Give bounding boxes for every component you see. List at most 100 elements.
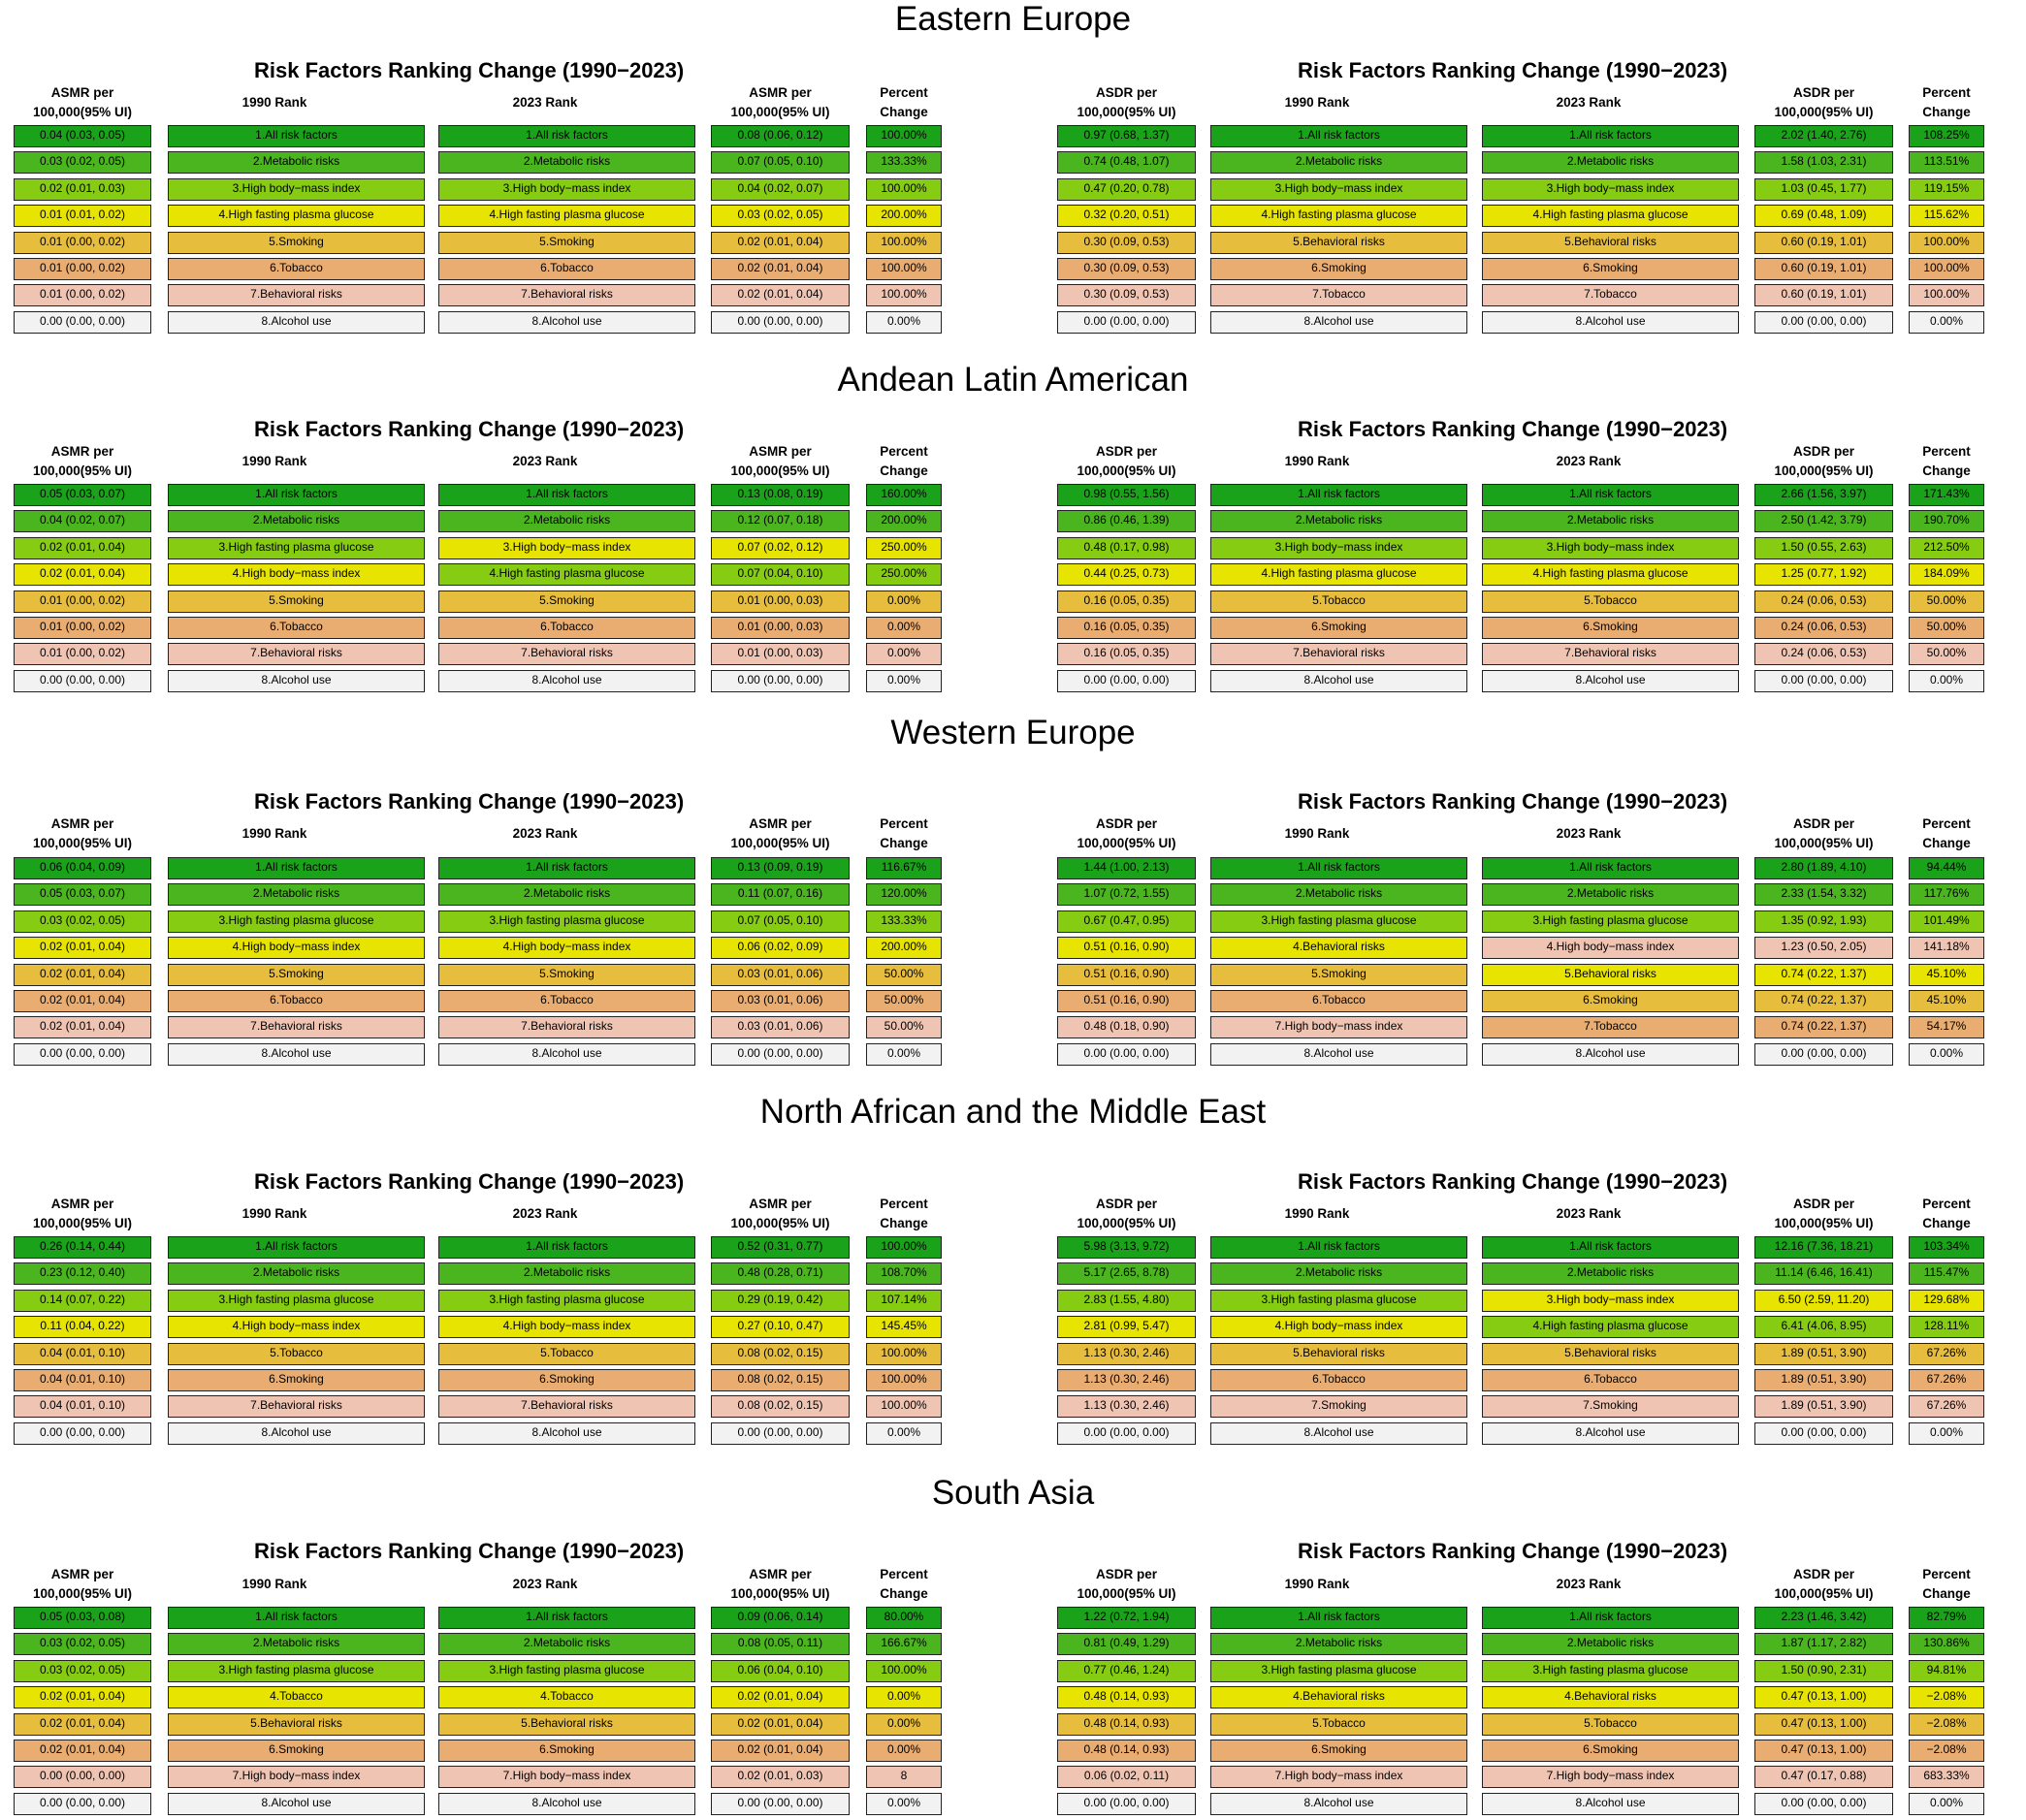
- column-header: 2023 Rank: [1556, 454, 1622, 468]
- rank-2023-cell: 4.High body−mass index: [438, 937, 695, 960]
- asmr-2023-cell: 0.01 (0.00, 0.03): [711, 643, 850, 666]
- rank-1990-cell: 2.Metabolic risks: [168, 1633, 425, 1656]
- rank-1990-cell: 6.Tobacco: [168, 258, 425, 280]
- asmr-2023-cell: 6.50 (2.59, 11.20): [1754, 1289, 1893, 1312]
- asmr-1990-cell: 0.00 (0.00, 0.00): [1057, 310, 1196, 334]
- rank-1990-cell: 6.Smoking: [168, 1740, 425, 1762]
- asmr-1990-cell: 0.02 (0.01, 0.04): [14, 1712, 151, 1736]
- rank-2023-cell: 8.Alcohol use: [438, 1042, 695, 1066]
- rank-2023-cell: 6.Smoking: [1482, 258, 1739, 280]
- asmr-2023-cell: 0.06 (0.02, 0.09): [711, 937, 850, 960]
- rank-1990-cell: 7.Behavioral risks: [168, 284, 425, 307]
- asmr-1990-cell: 0.03 (0.02, 0.05): [14, 1659, 151, 1682]
- column-header: ASDR per 100,000(95% UI): [1077, 1567, 1176, 1601]
- region-title: South Asia: [931, 1474, 1095, 1512]
- asmr-1990-cell: 0.04 (0.01, 0.10): [14, 1342, 151, 1365]
- percent-change-cell: 145.45%: [866, 1316, 942, 1339]
- asmr-2023-cell: 0.08 (0.02, 0.15): [711, 1395, 850, 1419]
- rank-2023-cell: 2.Metabolic risks: [1482, 510, 1739, 533]
- rank-1990-cell: 8.Alcohol use: [168, 310, 425, 334]
- panel-title: Risk Factors Ranking Change (1990−2023): [1298, 789, 1728, 814]
- percent-change-cell: 67.26%: [1909, 1369, 1984, 1391]
- asmr-2023-cell: 0.08 (0.02, 0.15): [711, 1369, 850, 1391]
- percent-change-cell: 100.00%: [866, 284, 942, 307]
- rank-2023-cell: 8.Alcohol use: [438, 1792, 695, 1815]
- asmr-1990-cell: 0.00 (0.00, 0.00): [1057, 1421, 1196, 1445]
- rank-1990-cell: 7.Behavioral risks: [168, 1016, 425, 1039]
- asmr-1990-cell: 0.02 (0.01, 0.03): [14, 177, 151, 201]
- asmr-1990-cell: 0.30 (0.09, 0.53): [1057, 258, 1196, 280]
- percent-change-cell: 115.47%: [1909, 1262, 1984, 1286]
- rank-2023-cell: 1.All risk factors: [438, 1607, 695, 1629]
- rank-1990-cell: 2.Metabolic risks: [1210, 883, 1467, 907]
- asmr-1990-cell: 0.01 (0.00, 0.02): [14, 590, 151, 613]
- asmr-2023-cell: 12.16 (7.36, 18.21): [1754, 1236, 1893, 1259]
- asmr-2023-cell: 0.74 (0.22, 1.37): [1754, 1016, 1893, 1039]
- asmr-2023-cell: 0.02 (0.01, 0.04): [711, 1740, 850, 1762]
- percent-change-cell: 212.50%: [1909, 536, 1984, 559]
- asmr-1990-cell: 0.00 (0.00, 0.00): [14, 1792, 151, 1815]
- rank-2023-cell: 6.Tobacco: [438, 258, 695, 280]
- rank-1990-cell: 5.Smoking: [1210, 963, 1467, 986]
- rank-1990-cell: 8.Alcohol use: [1210, 310, 1467, 334]
- percent-change-cell: 0.00%: [1909, 1792, 1984, 1815]
- column-header: ASDR per 100,000(95% UI): [1774, 85, 1874, 119]
- column-header: 1990 Rank: [1284, 1577, 1350, 1591]
- asmr-2023-cell: 0.03 (0.01, 0.06): [711, 963, 850, 986]
- rank-2023-cell: 7.Smoking: [1482, 1395, 1739, 1419]
- rank-1990-cell: 4.High body−mass index: [168, 937, 425, 960]
- rank-2023-cell: 3.High body−mass index: [438, 177, 695, 201]
- rank-2023-cell: 5.Behavioral risks: [438, 1712, 695, 1736]
- rank-2023-cell: 8.Alcohol use: [438, 669, 695, 692]
- asmr-2023-cell: 1.50 (0.90, 2.31): [1754, 1659, 1893, 1682]
- region-title: North African and the Middle East: [759, 1093, 1267, 1131]
- rank-1990-cell: 1.All risk factors: [1210, 857, 1467, 879]
- rank-2023-cell: 6.Smoking: [1482, 990, 1739, 1012]
- rank-1990-cell: 2.Metabolic risks: [168, 883, 425, 907]
- asmr-2023-cell: 1.50 (0.55, 2.63): [1754, 536, 1893, 559]
- percent-change-cell: 94.44%: [1909, 857, 1984, 879]
- asmr-2023-cell: 1.89 (0.51, 3.90): [1754, 1395, 1893, 1419]
- panel-title: Risk Factors Ranking Change (1990−2023): [254, 789, 685, 814]
- column-header: ASMR per 100,000(95% UI): [32, 85, 133, 119]
- rank-2023-cell: 8.Alcohol use: [438, 1421, 695, 1445]
- rank-2023-cell: 1.All risk factors: [438, 857, 695, 879]
- percent-change-cell: 0.00%: [866, 1792, 942, 1815]
- column-header: ASMR per 100,000(95% UI): [730, 1197, 830, 1230]
- rank-2023-cell: 5.Smoking: [438, 963, 695, 986]
- rank-2023-cell: 7.Tobacco: [1482, 284, 1739, 307]
- asmr-2023-cell: 0.60 (0.19, 1.01): [1754, 284, 1893, 307]
- rank-2023-cell: 5.Tobacco: [1482, 1712, 1739, 1736]
- asmr-1990-cell: 0.77 (0.46, 1.24): [1057, 1659, 1196, 1682]
- asmr-2023-cell: 0.24 (0.06, 0.53): [1754, 617, 1893, 639]
- asmr-2023-cell: 11.14 (6.46, 16.41): [1754, 1262, 1893, 1286]
- rank-1990-cell: 4.High body−mass index: [168, 563, 425, 587]
- panel-title: Risk Factors Ranking Change (1990−2023): [1298, 1539, 1728, 1563]
- rank-2023-cell: 7.Tobacco: [1482, 1016, 1739, 1039]
- percent-change-cell: 683.33%: [1909, 1766, 1984, 1789]
- rank-2023-cell: 5.Behavioral risks: [1482, 231, 1739, 254]
- percent-change-cell: 100.00%: [866, 125, 942, 147]
- rank-1990-cell: 5.Smoking: [168, 231, 425, 254]
- asmr-2023-cell: 0.60 (0.19, 1.01): [1754, 258, 1893, 280]
- rank-1990-cell: 2.Metabolic risks: [168, 1262, 425, 1286]
- percent-change-cell: 45.10%: [1909, 963, 1984, 986]
- asmr-1990-cell: 0.48 (0.14, 0.93): [1057, 1740, 1196, 1762]
- asmr-2023-cell: 0.04 (0.02, 0.07): [711, 177, 850, 201]
- rank-1990-cell: 6.Tobacco: [168, 617, 425, 639]
- column-header: 2023 Rank: [512, 1206, 578, 1221]
- rank-2023-cell: 4.Tobacco: [438, 1686, 695, 1709]
- rank-2023-cell: 6.Tobacco: [438, 617, 695, 639]
- rank-2023-cell: 1.All risk factors: [1482, 125, 1739, 147]
- rank-2023-cell: 1.All risk factors: [438, 484, 695, 506]
- percent-change-cell: 130.86%: [1909, 1633, 1984, 1656]
- asmr-2023-cell: 0.00 (0.00, 0.00): [711, 1042, 850, 1066]
- percent-change-cell: 119.15%: [1909, 177, 1984, 201]
- column-header: 2023 Rank: [1556, 95, 1622, 110]
- rank-2023-cell: 7.Behavioral risks: [438, 1395, 695, 1419]
- percent-change-cell: −2.08%: [1909, 1712, 1984, 1736]
- rank-2023-cell: 1.All risk factors: [1482, 1607, 1739, 1629]
- percent-change-cell: 94.81%: [1909, 1659, 1984, 1682]
- asmr-1990-cell: 0.01 (0.00, 0.02): [14, 284, 151, 307]
- asmr-2023-cell: 2.33 (1.54, 3.32): [1754, 883, 1893, 907]
